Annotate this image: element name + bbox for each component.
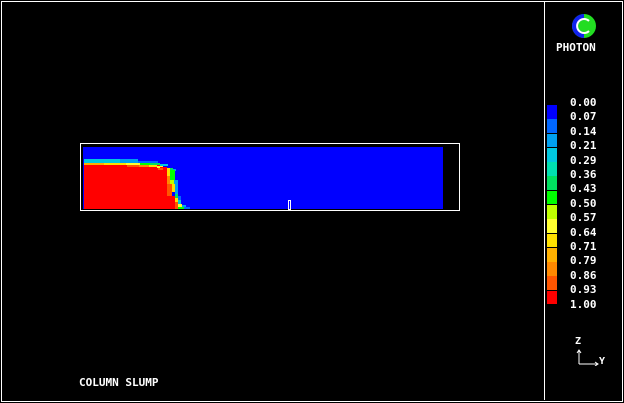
field-cell [126, 163, 140, 165]
legend-swatch [547, 162, 557, 176]
volume-fraction-field [83, 147, 443, 209]
legend-swatch [547, 262, 557, 276]
field-cell [174, 180, 178, 184]
legend-label: 0.00 [570, 96, 597, 109]
legend-label: 0.43 [570, 182, 597, 196]
field-cell [150, 163, 160, 165]
axis-label-z: Z [575, 336, 582, 347]
legend-label: 0.50 [570, 196, 597, 210]
field-cell [140, 163, 150, 165]
legend-label: 1.00 [570, 297, 597, 311]
field-cell [175, 202, 178, 209]
legend-swatch [547, 133, 557, 148]
field-cell [167, 184, 172, 196]
logo-text: PHOTON [556, 41, 596, 54]
field-cell [184, 207, 190, 209]
field-cell [175, 198, 178, 202]
photon-logo [570, 12, 598, 40]
legend-swatch [547, 233, 557, 248]
photon-logo-icon [572, 14, 596, 38]
field-cell [149, 165, 157, 167]
legend-swatch [547, 247, 557, 262]
field-cell [160, 167, 167, 209]
legend-swatch [547, 119, 557, 133]
legend-swatch [547, 190, 557, 205]
field-cell [170, 180, 174, 184]
field-cell [160, 164, 168, 166]
field-cell [178, 204, 182, 207]
field-cell [178, 207, 184, 209]
axis-triad-icon [576, 349, 599, 366]
legend-swatch [547, 147, 557, 162]
field-cell [170, 168, 173, 170]
field-cell [104, 163, 126, 165]
field-cell [178, 196, 181, 200]
probe-marker [288, 200, 291, 210]
legend-label: 0.29 [570, 153, 597, 167]
legend-swatch [547, 205, 557, 219]
field-cell [120, 159, 138, 163]
legend-label: 0.21 [570, 139, 597, 153]
legend-swatch [547, 219, 557, 233]
legend-label: 0.36 [570, 168, 597, 181]
field-cell [170, 170, 175, 180]
field-cell [172, 184, 175, 192]
field-cell [182, 205, 186, 207]
legend-swatch [547, 105, 557, 119]
field-cell [84, 159, 120, 163]
field-cell [139, 165, 149, 167]
legend-swatch [547, 176, 557, 191]
field-cell [167, 176, 170, 184]
field-cell [167, 196, 175, 202]
field-cell [178, 200, 181, 204]
contour-plot[interactable] [0, 0, 544, 403]
domain-border [80, 143, 460, 211]
axis-label-y: Y [599, 356, 606, 367]
legend-label: 0.14 [570, 124, 597, 138]
field-cell [84, 165, 160, 209]
legend-label: 0.64 [570, 225, 597, 239]
field-cell [175, 194, 178, 198]
legend-swatch [547, 276, 557, 291]
plot-title: COLUMN SLUMP [79, 376, 159, 389]
legend-label: 0.86 [570, 268, 597, 282]
field-cell [127, 165, 139, 167]
field-cell [175, 184, 178, 194]
panel-divider [544, 1, 545, 400]
field-cell [167, 168, 170, 170]
legend-label: 0.93 [570, 283, 597, 297]
field-cell [138, 161, 158, 163]
field-cell [167, 202, 175, 209]
field-cell [84, 163, 104, 165]
legend-label: 0.79 [570, 254, 597, 268]
legend-label: 0.57 [570, 211, 597, 225]
legend-label: 0.07 [570, 110, 597, 124]
legend-swatch [547, 290, 557, 305]
field-cell [158, 168, 163, 170]
field-cell [167, 170, 170, 176]
legend-label: 0.71 [570, 240, 597, 253]
